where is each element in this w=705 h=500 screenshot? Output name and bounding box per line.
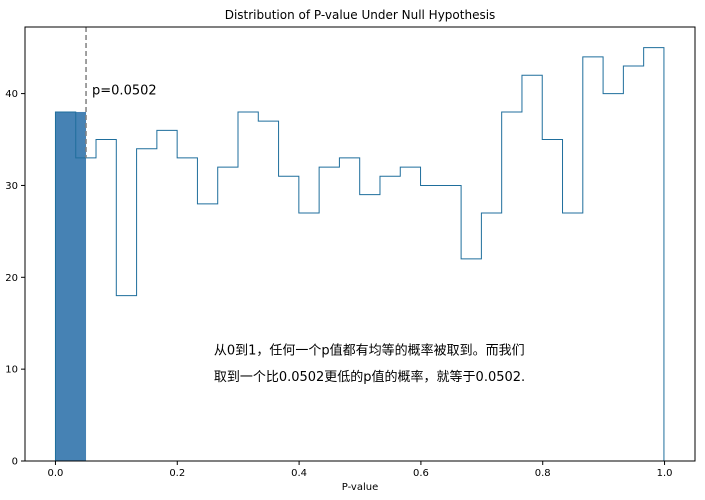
chart-title: Distribution of P-value Under Null Hypot…: [225, 8, 496, 22]
annotation-line-1: 从0到1，任何一个p值都有均等的概率被取到。而我们: [214, 342, 525, 358]
threshold-label: p=0.0502: [92, 84, 157, 99]
highlight-bar: [55, 111, 87, 462]
histogram-step-outline: [54, 47, 665, 461]
y-axis: 0 10 20 30 40: [5, 89, 25, 468]
axes-frame: [24, 26, 696, 462]
y-tick-label: 10: [5, 365, 18, 376]
y-tick-label: 0: [12, 457, 18, 468]
y-tick-label: 30: [5, 181, 18, 192]
x-tick-label: 0.6: [413, 468, 429, 479]
x-tick-label: 0.0: [48, 468, 64, 479]
annotation-line-2: 取到一个比0.0502更低的p值的概率，就等于0.0502.: [214, 369, 525, 385]
y-tick-label: 20: [5, 273, 18, 284]
x-tick-label: 0.4: [291, 468, 307, 479]
y-tick-label: 40: [5, 89, 18, 100]
x-tick-label: 1.0: [657, 468, 673, 479]
plot-area: [54, 27, 665, 462]
x-tick-label: 0.2: [169, 468, 185, 479]
x-axis: 0.0 0.2 0.4 0.6 0.8 1.0: [48, 461, 673, 479]
x-axis-label: P-value: [342, 482, 378, 493]
x-tick-label: 0.8: [535, 468, 551, 479]
